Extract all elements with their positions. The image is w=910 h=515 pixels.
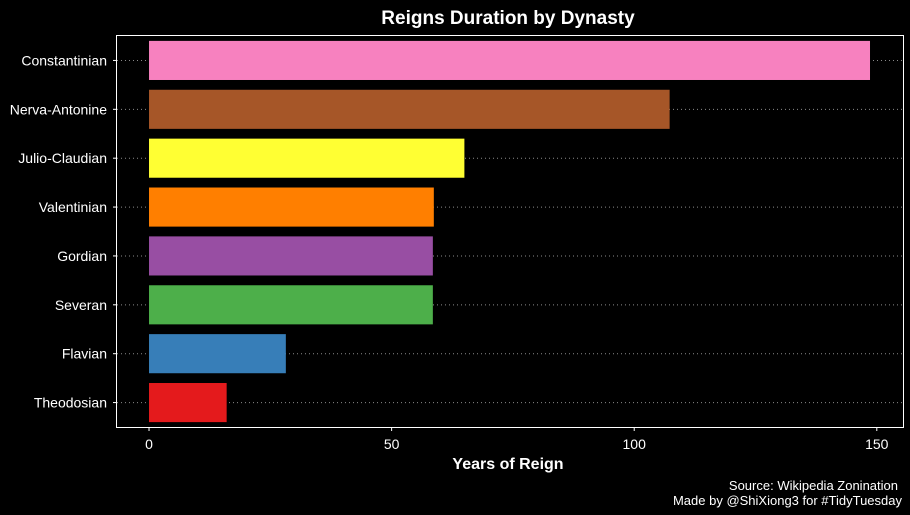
x-axis: 0 50 100 150 [145, 427, 889, 452]
x-tick-label-0: 0 [145, 436, 153, 452]
x-tick-label-150: 150 [865, 436, 889, 452]
bar-julio-claudian [149, 138, 465, 178]
bar-valentinian [149, 187, 434, 227]
y-tick-label-constantinian: Constantinian [21, 52, 107, 68]
y-tick-label-flavian: Flavian [62, 346, 107, 362]
plot-panel [116, 35, 904, 428]
y-tick-label-severan: Severan [55, 297, 107, 313]
y-tick-label-theodosian: Theodosian [34, 395, 107, 411]
bars [149, 40, 871, 423]
caption-credit: Made by @ShiXiong3 for #TidyTuesday [673, 493, 903, 508]
y-tick-label-nerva-antonine: Nerva-Antonine [10, 101, 107, 117]
chart-title: Reigns Duration by Dynasty [381, 8, 635, 29]
caption-source: Source: Wikipedia Zonination [729, 478, 898, 493]
x-axis-title: Years of Reign [452, 456, 563, 473]
y-tick-label-gordian: Gordian [57, 248, 107, 264]
y-tick-label-julio-claudian: Julio-Claudian [18, 150, 107, 166]
bar-flavian [149, 334, 286, 374]
bar-nerva-antonine [149, 89, 670, 129]
bar-theodosian [149, 383, 227, 423]
y-tick-label-valentinian: Valentinian [39, 199, 107, 215]
bar-severan [149, 285, 433, 325]
x-tick-label-50: 50 [384, 436, 400, 452]
y-axis: Constantinian Nerva-Antonine Julio-Claudia… [10, 52, 117, 411]
bar-gordian [149, 236, 433, 276]
bar-constantinian [149, 40, 871, 80]
x-tick-label-100: 100 [623, 436, 647, 452]
